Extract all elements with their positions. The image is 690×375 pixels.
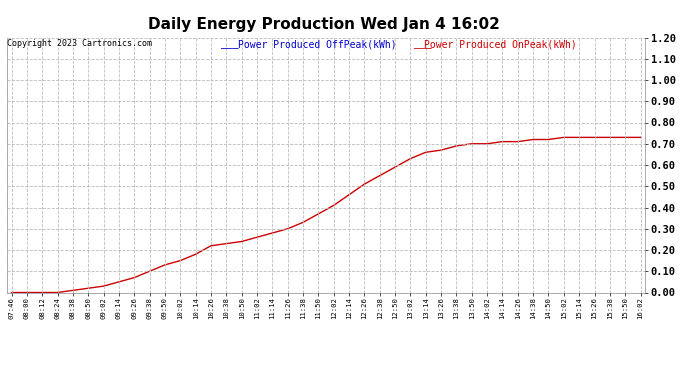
Text: Copyright 2023 Cartronics.com: Copyright 2023 Cartronics.com [7, 39, 152, 48]
Text: ___: ___ [414, 39, 432, 50]
Text: Power Produced OnPeak(kWh): Power Produced OnPeak(kWh) [424, 39, 577, 50]
Text: ___: ___ [221, 39, 239, 50]
Text: Daily Energy Production Wed Jan 4 16:02: Daily Energy Production Wed Jan 4 16:02 [148, 17, 500, 32]
Text: Power Produced OffPeak(kWh): Power Produced OffPeak(kWh) [238, 39, 397, 50]
